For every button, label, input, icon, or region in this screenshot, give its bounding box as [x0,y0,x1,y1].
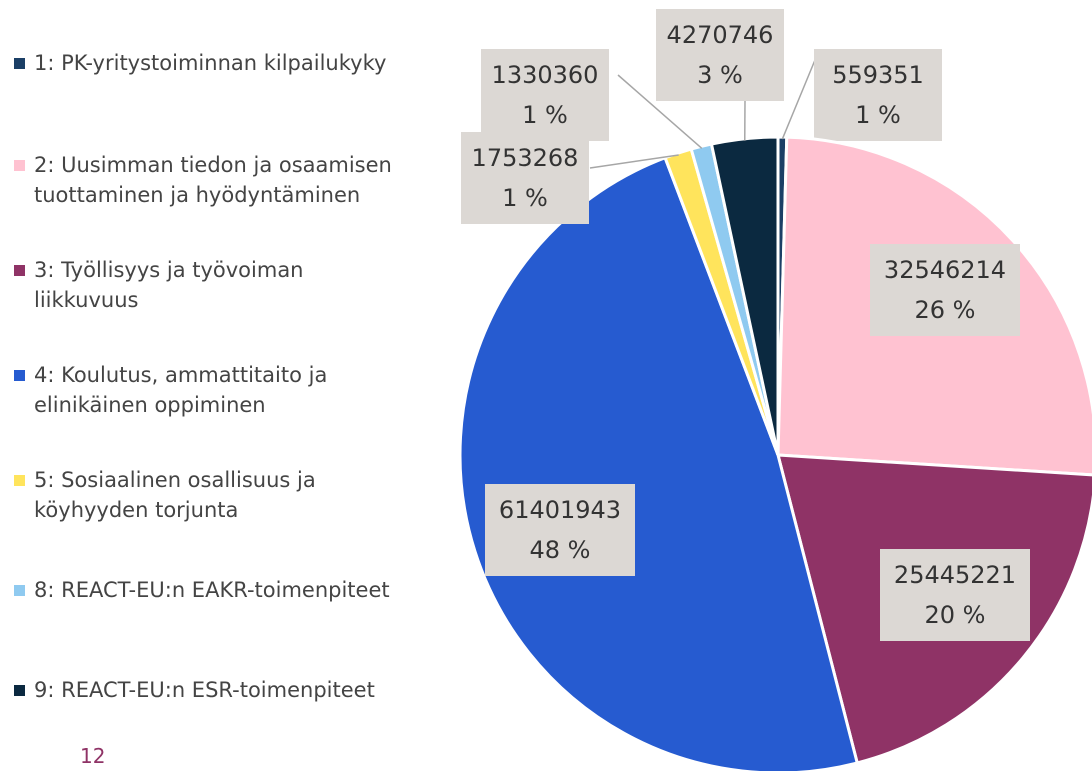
legend-entry: 3: Työllisyys ja työvoiman liikkuvuus [14,255,394,315]
data-label-value: 4270746 [667,21,774,49]
legend-swatch [14,160,25,171]
legend-entry: 2: Uusimman tiedon ja osaamisen tuottami… [14,150,394,210]
pie-slice [458,155,860,771]
data-label-percent: 48 % [530,536,591,564]
legend-swatch [14,585,25,596]
legend-label: 9: REACT-EU:n ESR-toimenpiteet [34,678,375,702]
legend-entry: 4: Koulutus, ammattitaito ja elinikäinen… [14,360,394,420]
leader-line [589,154,679,169]
data-label-value: 1330360 [492,61,599,89]
data-label-box [656,9,784,101]
data-label-value: 1753268 [472,144,579,172]
data-label-percent: 1 % [502,184,548,212]
legend-label: 2: Uusimman tiedon ja osaamisen tuottami… [34,153,392,207]
legend-swatch [14,58,25,69]
data-label-value: 32546214 [884,256,1006,284]
legend-entry: 8: REACT-EU:n EAKR-toimenpiteet [14,575,394,605]
data-label-value: 559351 [832,61,924,89]
legend-entry: 9: REACT-EU:n ESR-toimenpiteet [14,675,394,705]
data-label-box [461,132,589,224]
legend-entry: 5: Sosiaalinen osallisuus ja köyhyyden t… [14,465,394,525]
legend-swatch [14,475,25,486]
leader-line [617,74,703,149]
data-label-box [481,49,609,141]
data-label-box [485,484,635,576]
leader-line [781,59,816,140]
legend-label: 3: Työllisyys ja työvoiman liikkuvuus [34,258,304,312]
legend-swatch [14,265,25,276]
legend-entry: 1: PK-yritystoiminnan kilpailukyky [14,48,394,78]
data-label-percent: 1 % [522,101,568,129]
data-label-box [880,549,1030,641]
data-label-percent: 1 % [855,101,901,129]
legend-label: 8: REACT-EU:n EAKR-toimenpiteet [34,578,390,602]
data-label-box [870,244,1020,336]
legend-swatch [14,370,25,381]
data-label-percent: 20 % [925,601,986,629]
legend-label: 5: Sosiaalinen osallisuus ja köyhyyden t… [34,468,316,522]
data-label-value: 61401943 [499,496,621,524]
legend-label: 1: PK-yritystoiminnan kilpailukyky [34,51,387,75]
legend-label: 4: Koulutus, ammattitaito ja elinikäinen… [34,363,328,417]
legend-swatch [14,685,25,696]
data-label-box [814,49,942,141]
page-number: 12 [80,744,106,768]
data-label-value: 25445221 [894,561,1016,589]
data-label-percent: 26 % [915,296,976,324]
data-label-percent: 3 % [697,61,743,89]
